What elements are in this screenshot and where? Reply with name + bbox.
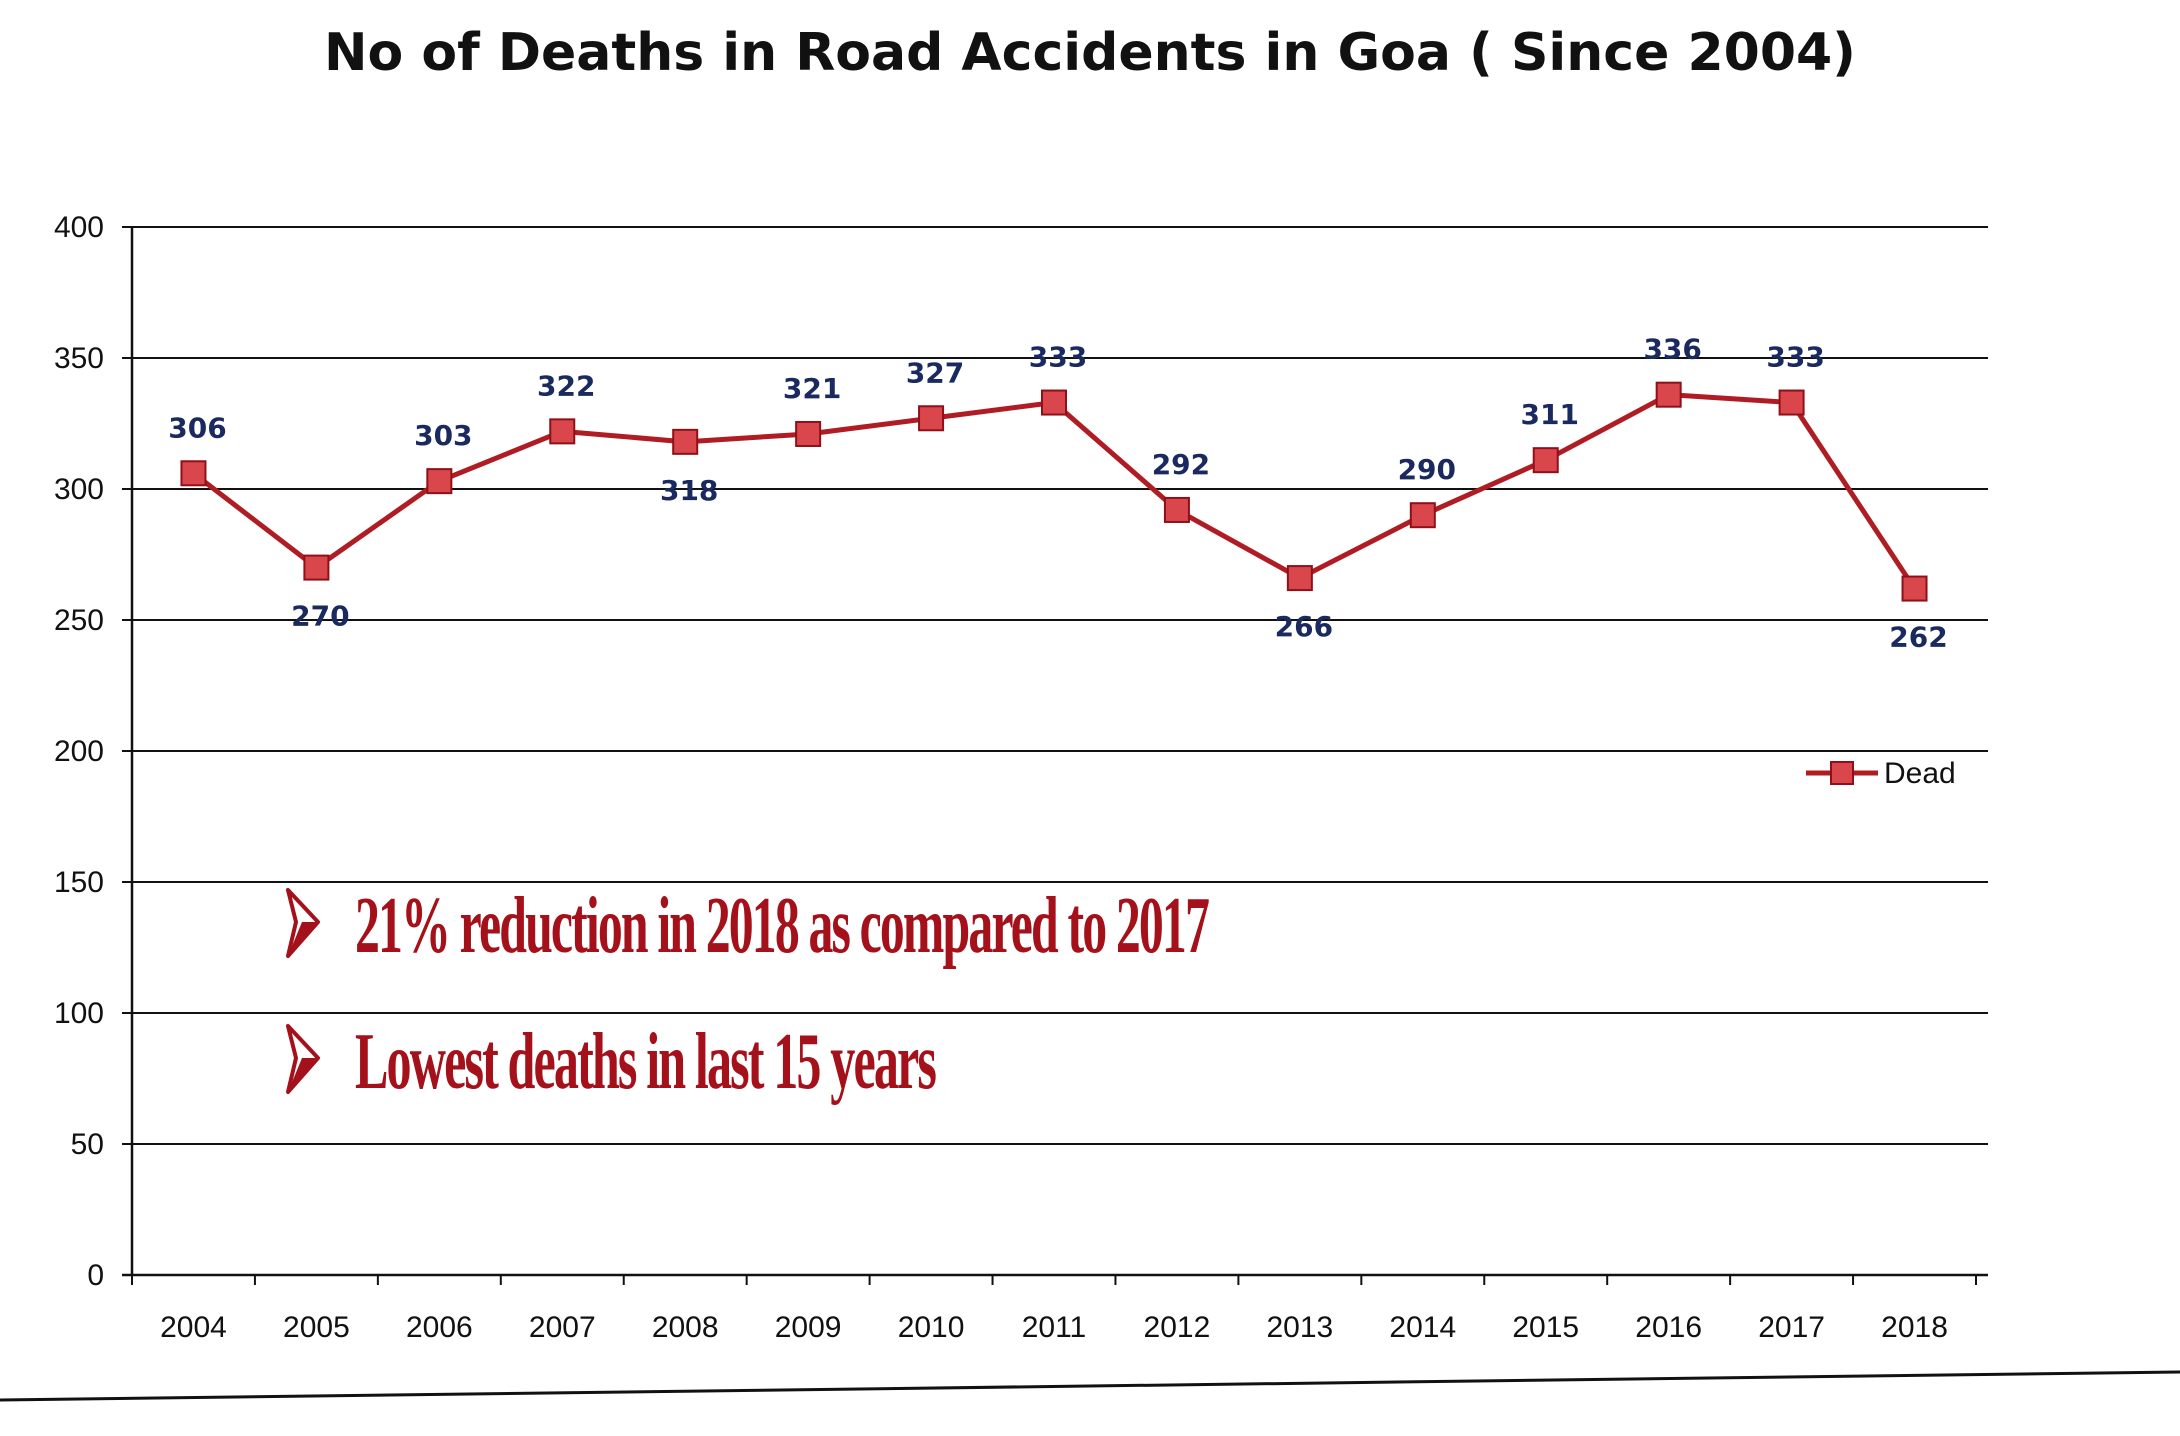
data-label: 262 [1889, 621, 1947, 654]
series-dead [180, 381, 1928, 602]
x-axis-tick-labels: 2004 2005 2006 2007 2008 2009 2010 2011 2012 2013… [160, 1311, 1948, 1344]
y-tick-label: 50 [71, 1128, 104, 1161]
x-tick-label: 2011 [1022, 1311, 1087, 1344]
data-label: 321 [783, 372, 841, 405]
x-tick-label: 2017 [1758, 1311, 1825, 1344]
data-point-marker [1163, 496, 1190, 523]
data-label: 336 [1643, 333, 1701, 366]
y-axis-tick-labels: 0 50 100 150 200 250 300 350 400 [54, 211, 104, 1292]
x-tick-label: 2007 [529, 1311, 596, 1344]
annotation-1: 21% reduction in 2018 as compared to 201… [355, 882, 1209, 970]
x-tick-label: 2005 [283, 1311, 350, 1344]
data-point-marker [1778, 389, 1805, 416]
data-label: 333 [1766, 341, 1824, 374]
y-tick-label: 350 [54, 342, 104, 375]
axes [122, 227, 1988, 1285]
x-tick-label: 2010 [898, 1311, 965, 1344]
annotation-bullet-2-fill-icon [288, 1058, 318, 1092]
y-tick-label: 0 [87, 1259, 104, 1292]
annotation-2: Lowest deaths in last 15 years [355, 1018, 936, 1106]
data-label: 311 [1521, 398, 1579, 431]
data-label: 270 [291, 600, 349, 633]
data-label: 327 [906, 356, 964, 389]
y-tick-label: 300 [54, 473, 104, 506]
y-tick-label: 400 [54, 211, 104, 244]
data-label: 333 [1029, 341, 1087, 374]
annotations: 21% reduction in 2018 as compared to 201… [286, 882, 1212, 1106]
x-tick-label: 2015 [1512, 1311, 1579, 1344]
data-label: 292 [1152, 448, 1210, 481]
x-tick-label: 2004 [160, 1311, 227, 1344]
x-tick-label: 2012 [1144, 1311, 1211, 1344]
x-tick-label: 2008 [652, 1311, 719, 1344]
data-point-marker [918, 405, 945, 432]
page-bottom-rule [0, 1370, 2180, 1402]
legend-label-dead: Dead [1884, 757, 1956, 790]
data-label: 303 [414, 419, 472, 452]
data-label: 290 [1398, 453, 1456, 486]
data-label: 318 [660, 474, 718, 507]
data-point-marker [795, 420, 822, 447]
data-point-marker [180, 460, 207, 487]
x-tick-label: 2009 [775, 1311, 842, 1344]
y-tick-label: 100 [54, 997, 104, 1030]
data-point-marker [1409, 502, 1436, 529]
x-tick-label: 2014 [1389, 1311, 1456, 1344]
x-tick-label: 2018 [1881, 1311, 1948, 1344]
data-label: 266 [1275, 610, 1333, 643]
data-label: 322 [537, 369, 595, 402]
legend-marker [1830, 761, 1854, 785]
annotation-bullet-1-fill-icon [288, 922, 318, 956]
data-point-marker [303, 554, 330, 581]
y-tick-label: 150 [54, 866, 104, 899]
data-point-marker [1041, 389, 1067, 416]
x-tick-label: 2013 [1266, 1311, 1333, 1344]
y-tick-label: 200 [54, 735, 104, 768]
data-label: 306 [168, 411, 226, 444]
chart-title: No of Deaths in Road Accidents in Goa ( … [324, 23, 1856, 83]
data-point-marker [1901, 575, 1928, 602]
data-point-marker [549, 418, 576, 445]
y-tick-label: 250 [54, 604, 104, 637]
data-point-marker [672, 428, 699, 455]
data-point-marker [426, 468, 453, 495]
data-point-marker [1286, 565, 1313, 592]
data-labels: 306 270 303 322 318 321 327 333 292 266 290 311 336 3… [168, 333, 1948, 654]
x-tick-label: 2016 [1635, 1311, 1702, 1344]
data-point-marker [1532, 447, 1559, 474]
data-point-marker [1655, 381, 1682, 408]
x-tick-label: 2006 [406, 1311, 473, 1344]
legend: Dead [1806, 757, 1956, 790]
